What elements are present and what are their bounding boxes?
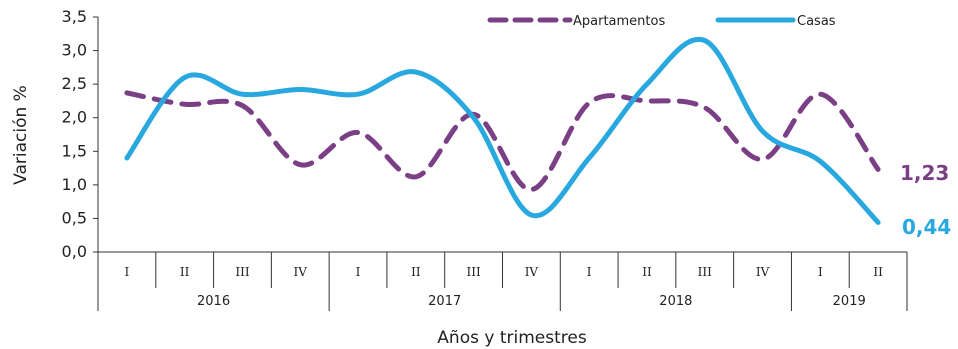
series-line-casas [124, 36, 881, 225]
legend-label-casas: Casas [797, 14, 836, 29]
series-layer [124, 36, 881, 225]
year-label: 2016 [197, 294, 230, 309]
quarter-label: IV [294, 265, 308, 279]
end-label-apartamentos: 1,23 [900, 161, 949, 185]
legend-label-apartamentos: Apartamentos [573, 14, 665, 29]
quarter-label: IV [525, 265, 539, 279]
year-label: 2018 [659, 294, 692, 309]
quarter-label: I [818, 265, 823, 279]
y-tick-label: 2,5 [62, 74, 87, 93]
x-axis-title: Años y trimestres [437, 328, 587, 348]
quarter-label: IV [756, 265, 770, 279]
series-line-apartamentos [124, 90, 881, 193]
quarter-label: II [642, 265, 652, 279]
year-label: 2017 [428, 294, 461, 309]
quarter-label: III [466, 265, 480, 279]
quarter-label: III [235, 265, 249, 279]
y-tick-label: 1,5 [62, 141, 87, 160]
quarter-label: II [180, 265, 190, 279]
y-tick-label: 3,5 [62, 7, 87, 26]
quarter-label: I [587, 265, 592, 279]
y-tick-label: 3,0 [62, 41, 87, 60]
y-tick-label: 0,5 [62, 208, 87, 227]
year-label: 2019 [833, 294, 866, 309]
quarter-label: II [411, 265, 421, 279]
quarter-label: II [873, 265, 883, 279]
legend: Apartamentos Casas [487, 14, 836, 29]
y-axis-title: Variación % [11, 85, 31, 185]
quarter-label: I [125, 265, 130, 279]
y-tick-label: 2,0 [62, 108, 87, 127]
quarter-label: I [356, 265, 361, 279]
y-axis: 0,0 0,5 1,0 1,5 2,0 2,5 3,0 3,5 [62, 7, 99, 261]
end-label-casas: 0,44 [902, 215, 951, 239]
y-tick-label: 0,0 [62, 242, 87, 261]
y-tick-label: 1,0 [62, 175, 87, 194]
quarter-label: III [698, 265, 712, 279]
